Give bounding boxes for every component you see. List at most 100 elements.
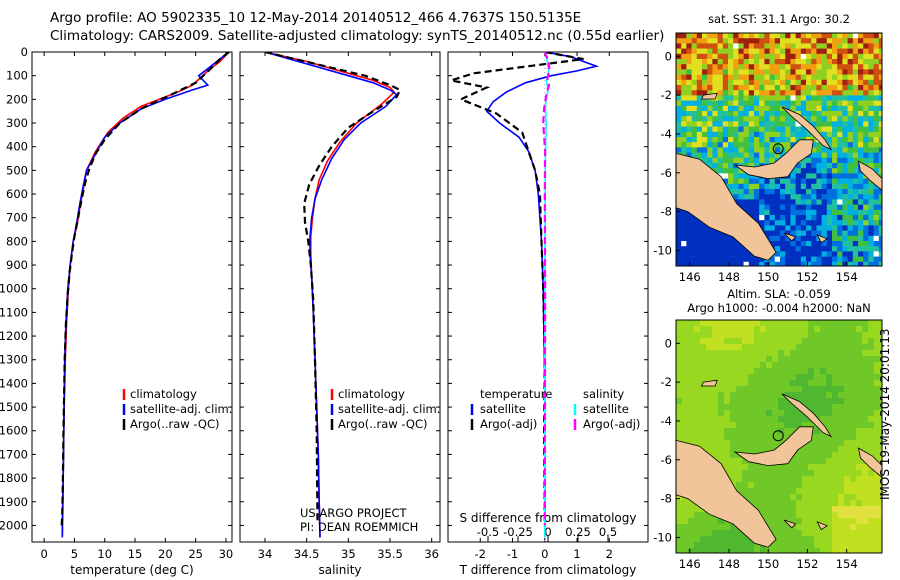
map-cell bbox=[686, 59, 692, 65]
map-frame-sla_map bbox=[675, 319, 883, 554]
map-cell bbox=[795, 241, 802, 247]
map-cell bbox=[712, 168, 718, 174]
map-cell bbox=[808, 482, 815, 489]
map-cell bbox=[769, 261, 776, 266]
map-cell bbox=[724, 320, 731, 327]
map-cell bbox=[847, 90, 854, 96]
map-cell bbox=[736, 362, 743, 369]
map-cell bbox=[837, 189, 843, 195]
map-cell bbox=[707, 111, 713, 117]
map-cell bbox=[878, 142, 882, 148]
map-cell bbox=[780, 105, 786, 112]
map-cell bbox=[842, 100, 848, 107]
map-title-sla_map: Altim. SLA: -0.059 bbox=[727, 287, 831, 301]
map-cell bbox=[766, 422, 773, 429]
map-cell bbox=[878, 43, 882, 49]
map-cell bbox=[774, 64, 781, 70]
land-polygon bbox=[783, 519, 797, 529]
map-cell bbox=[754, 374, 761, 381]
map-cell bbox=[681, 53, 687, 60]
map-cell bbox=[774, 251, 781, 257]
map-cell bbox=[700, 512, 707, 519]
map-cell bbox=[780, 246, 786, 252]
map-cell bbox=[706, 428, 713, 435]
map-cell bbox=[785, 147, 791, 153]
map-cell bbox=[748, 494, 755, 501]
map-cell bbox=[769, 178, 776, 185]
map-cell bbox=[814, 386, 821, 393]
map-cell bbox=[754, 326, 761, 333]
map-cell bbox=[837, 220, 843, 226]
map-cell bbox=[814, 494, 821, 501]
map-cell bbox=[742, 368, 749, 375]
map-cell bbox=[707, 152, 713, 159]
map-cell bbox=[868, 199, 874, 205]
map-cell bbox=[722, 241, 729, 247]
map-cell bbox=[856, 476, 863, 483]
map-cell bbox=[748, 392, 755, 399]
map-cell bbox=[826, 326, 833, 333]
map-cell bbox=[738, 183, 744, 190]
map-cell bbox=[838, 380, 845, 387]
map-cell bbox=[706, 362, 713, 369]
map-cell bbox=[681, 209, 687, 216]
map-cell bbox=[724, 524, 731, 531]
map-cell bbox=[826, 173, 833, 179]
map-cell bbox=[722, 246, 729, 252]
map-cell bbox=[811, 251, 817, 257]
map-cell bbox=[754, 476, 761, 483]
map-cell bbox=[868, 85, 874, 91]
map-cell bbox=[742, 542, 749, 549]
map-cell bbox=[717, 95, 724, 101]
map-cell bbox=[868, 344, 875, 351]
map-cell bbox=[696, 38, 703, 44]
map-cell bbox=[754, 95, 760, 101]
map-cell bbox=[730, 398, 737, 405]
map-cell bbox=[790, 199, 796, 205]
map-cell bbox=[774, 225, 781, 231]
map-cell bbox=[778, 404, 785, 411]
map-cell bbox=[754, 85, 760, 91]
map-cell bbox=[837, 183, 843, 190]
map-cell bbox=[873, 64, 880, 70]
map-cell bbox=[754, 183, 760, 190]
map-cell bbox=[728, 183, 734, 190]
map-cell bbox=[707, 142, 713, 148]
map-cell bbox=[816, 147, 822, 153]
map-cell bbox=[856, 398, 863, 405]
map-cell bbox=[802, 338, 809, 345]
map-cell bbox=[862, 506, 869, 513]
map-cell bbox=[826, 386, 833, 393]
map-cell bbox=[712, 392, 719, 399]
map-cell bbox=[806, 251, 812, 257]
map-cell bbox=[688, 332, 695, 339]
map-cell bbox=[694, 416, 701, 423]
map-cell bbox=[790, 90, 796, 96]
map-cell bbox=[712, 38, 718, 44]
map-cell bbox=[712, 428, 719, 435]
map-cell bbox=[754, 350, 761, 357]
map-cell bbox=[736, 530, 743, 537]
map-cell bbox=[742, 470, 749, 477]
map-cell bbox=[772, 548, 779, 553]
map-cell bbox=[718, 380, 725, 387]
top-xtick-label: -0.5 bbox=[477, 525, 499, 539]
map-cell bbox=[769, 157, 776, 164]
map-cell bbox=[785, 59, 791, 65]
map-cell bbox=[806, 85, 812, 91]
map-cell bbox=[868, 235, 874, 242]
map-cell bbox=[852, 90, 859, 96]
map-cell bbox=[754, 90, 760, 96]
map-cell bbox=[759, 74, 765, 81]
map-cell bbox=[811, 199, 817, 205]
map-cell bbox=[842, 116, 848, 122]
map-cell bbox=[800, 241, 807, 247]
map-cell bbox=[832, 488, 839, 495]
map-cell bbox=[868, 241, 874, 247]
map-cell bbox=[795, 256, 802, 263]
map-cell bbox=[837, 251, 843, 257]
map-cell bbox=[874, 524, 881, 531]
map-cell bbox=[707, 59, 713, 65]
map-cell bbox=[826, 230, 833, 237]
map-cell bbox=[847, 173, 854, 179]
